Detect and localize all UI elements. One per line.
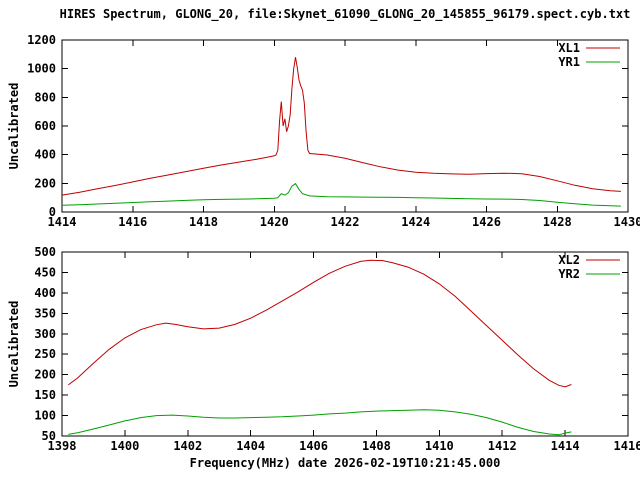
- x-tick-label: 1422: [331, 215, 360, 229]
- x-tick-label: 1414: [48, 215, 77, 229]
- figure-title: HIRES Spectrum, GLONG_20, file:Skynet_61…: [59, 7, 631, 21]
- x-tick-label: 1424: [401, 215, 430, 229]
- legend-label-xl2: XL2: [558, 253, 580, 267]
- x-tick-label: 1404: [236, 439, 265, 453]
- x-tick-label: 1408: [362, 439, 391, 453]
- series-line-yr2: [68, 409, 572, 436]
- y-tick-label: 450: [34, 265, 56, 279]
- x-tick-label: 1410: [425, 439, 454, 453]
- series-line-yr1: [61, 182, 621, 207]
- y-tick-label: 50: [42, 429, 56, 443]
- y-tick-label: 150: [34, 388, 56, 402]
- y-tick-label: 1000: [27, 62, 56, 76]
- x-tick-label: 1428: [543, 215, 572, 229]
- x-tick-label: 1416: [614, 439, 640, 453]
- y-tick-label: 500: [34, 245, 56, 259]
- x-tick-label: 1426: [472, 215, 501, 229]
- y-tick-label: 400: [34, 286, 56, 300]
- series-line-xl2: [68, 259, 572, 388]
- x-tick-label: 1430: [614, 215, 640, 229]
- y-tick-label: 800: [34, 90, 56, 104]
- x-tick-label: 1400: [110, 439, 139, 453]
- y-tick-label: 100: [34, 409, 56, 423]
- x-tick-label: 1406: [299, 439, 328, 453]
- legend-label-yr2: YR2: [558, 267, 580, 281]
- x-tick-label: 1418: [189, 215, 218, 229]
- y-tick-label: 250: [34, 347, 56, 361]
- y-tick-label: 0: [49, 205, 56, 219]
- y-tick-label: 400: [34, 148, 56, 162]
- legend-label-xl1: XL1: [558, 41, 580, 55]
- y-tick-label: 200: [34, 368, 56, 382]
- x-tick-label: 1402: [173, 439, 202, 453]
- series-line-xl1: [61, 57, 621, 196]
- x-tick-label: 1414: [551, 439, 580, 453]
- y-tick-label: 200: [34, 176, 56, 190]
- y-tick-label: 300: [34, 327, 56, 341]
- x-tick-label: 1420: [260, 215, 289, 229]
- x-axis-label: Frequency(MHz) date 2026-02-19T10:21:45.…: [189, 456, 501, 470]
- y-tick-label: 350: [34, 306, 56, 320]
- x-tick-label: 1416: [118, 215, 147, 229]
- legend-label-yr1: YR1: [558, 55, 580, 69]
- x-tick-label: 1412: [488, 439, 517, 453]
- y-tick-label: 600: [34, 119, 56, 133]
- y-tick-label: 1200: [27, 33, 56, 47]
- x-tick-label: 1398: [48, 439, 77, 453]
